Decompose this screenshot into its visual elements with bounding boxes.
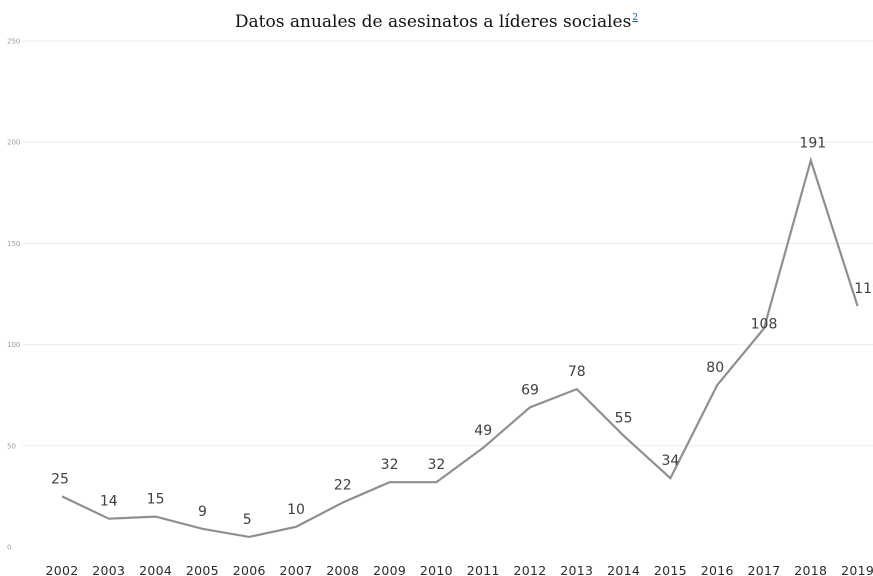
- data-label: 78: [568, 364, 586, 380]
- x-tick-label: 2002: [45, 563, 78, 576]
- data-label: 14: [100, 494, 118, 510]
- x-axis-ticks: 2002 2003 2004 2005 2006 2007 2008 2009 2010 2011…: [45, 563, 873, 576]
- x-tick-label: 2005: [186, 563, 219, 576]
- data-label: 5: [243, 512, 252, 528]
- x-tick-label: 2007: [279, 563, 312, 576]
- y-axis-ticks: 0 50 100 150 200 250: [7, 38, 20, 552]
- x-tick-label: 2009: [373, 563, 406, 576]
- x-tick-label: 2006: [233, 563, 266, 576]
- data-label: 10: [287, 502, 305, 518]
- data-label: 119: [854, 281, 873, 297]
- series-line-group: [61, 156, 859, 539]
- x-tick-label: 2017: [747, 563, 780, 576]
- gridlines: [22, 40, 873, 447]
- data-label: 191: [799, 135, 826, 151]
- data-label: 80: [706, 360, 724, 376]
- chart-title: Datos anuales de asesinatos a líderes so…: [0, 12, 873, 32]
- x-tick-label: 2012: [513, 563, 546, 576]
- series-line: [61, 156, 859, 539]
- data-label: 49: [474, 423, 492, 439]
- data-label: 25: [51, 471, 69, 487]
- chart-title-text: Datos anuales de asesinatos a líderes so…: [234, 12, 632, 32]
- x-tick-label: 2013: [560, 563, 593, 576]
- x-tick-label: 2015: [654, 563, 687, 576]
- data-label: 108: [751, 316, 778, 332]
- x-tick-label: 2010: [420, 563, 453, 576]
- y-tick-label: 0: [7, 544, 11, 552]
- x-tick-label: 2011: [467, 563, 500, 576]
- data-labels: 25 14 15 9 5 10 22 32 32 49 69 78 55 34 80 108 191 119: [51, 135, 873, 527]
- y-tick-label: 200: [7, 139, 20, 147]
- y-tick-label: 50: [7, 442, 16, 450]
- x-tick-label: 2008: [326, 563, 359, 576]
- data-label: 32: [427, 457, 445, 473]
- y-tick-label: 150: [7, 240, 20, 248]
- x-tick-label: 2018: [794, 563, 827, 576]
- x-tick-label: 2004: [139, 563, 172, 576]
- data-label: 55: [615, 411, 633, 427]
- x-tick-label: 2003: [92, 563, 125, 576]
- data-label: 9: [198, 504, 207, 520]
- data-label: 15: [147, 492, 165, 508]
- data-label: 22: [334, 477, 352, 493]
- data-label: 32: [381, 457, 399, 473]
- y-tick-label: 100: [7, 341, 20, 349]
- data-label: 69: [521, 382, 539, 398]
- title-footnote-link[interactable]: 2: [632, 13, 639, 24]
- x-tick-label: 2016: [701, 563, 734, 576]
- data-label: 34: [661, 453, 679, 469]
- x-tick-label: 2014: [607, 563, 640, 576]
- y-tick-label: 250: [7, 38, 20, 46]
- x-tick-label: 2019: [841, 563, 873, 576]
